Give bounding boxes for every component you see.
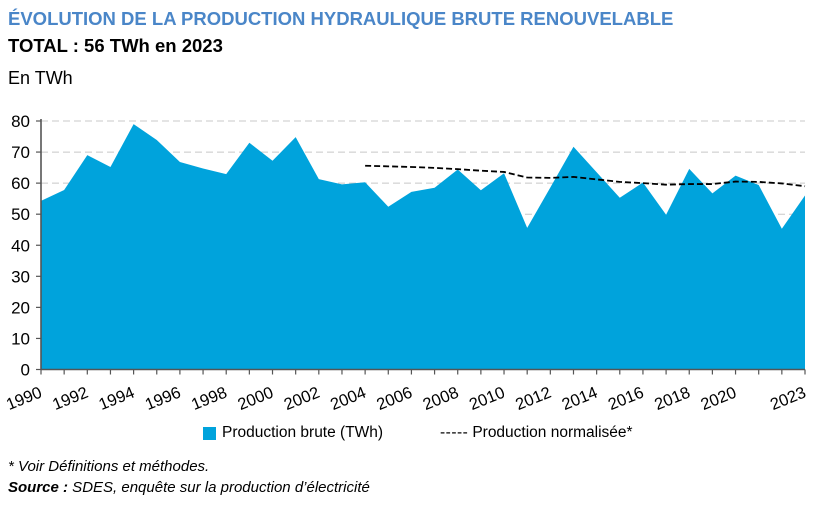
x-tick-label: 2006	[374, 384, 415, 414]
legend-swatch-icon	[203, 426, 216, 440]
x-tick-label: 1992	[50, 384, 91, 414]
x-tick-labels: 1990 1992 1994 1996 1998 2000 2002 2004 2006 2008…	[4, 384, 809, 414]
y-tick-label: 50	[11, 205, 30, 224]
line-production-normalisee	[365, 164, 806, 188]
legend: Production brute (TWh) ----- Production …	[0, 424, 827, 446]
x-tick-label: 2020	[698, 384, 739, 414]
y-tick-label: 80	[11, 112, 30, 131]
x-tick-label: 2012	[513, 384, 554, 414]
legend-label: Production brute (TWh)	[222, 424, 384, 441]
legend-item-production-normalisee: ----- Production normalisée*	[440, 424, 633, 442]
area-production-brute	[41, 124, 805, 370]
x-tick-label: 1990	[4, 384, 45, 414]
x-tick-label: 2014	[559, 384, 600, 414]
chart-subtitle: TOTAL : 56 TWh en 2023	[8, 35, 223, 56]
axes	[36, 119, 806, 375]
y-tick-labels: 0 10 20 30 40 50 60 70 80	[11, 112, 30, 380]
y-tick-label: 40	[11, 236, 30, 255]
source-text: SDES, enquête sur la production d’électr…	[68, 479, 370, 496]
y-tick-label: 10	[11, 329, 30, 348]
x-tick-label: 1994	[96, 384, 137, 414]
y-tick-label: 70	[11, 143, 30, 162]
x-tick-label: 2008	[420, 384, 461, 414]
y-tick-label: 20	[11, 298, 30, 317]
chart-title: ÉVOLUTION DE LA PRODUCTION HYDRAULIQUE B…	[8, 8, 674, 29]
area-layer	[40, 124, 806, 370]
x-tick-label: 2002	[282, 384, 323, 414]
source-note: Source : SDES, enquête sur la production…	[8, 479, 370, 496]
legend-item-production-brute: Production brute (TWh)	[203, 424, 383, 442]
x-tick-label: 2010	[467, 384, 508, 414]
x-tick-label: 2023	[768, 384, 809, 414]
x-tick-label: 2004	[328, 384, 369, 414]
y-tick-label: 0	[21, 361, 30, 380]
footnote: * Voir Définitions et méthodes.	[8, 458, 210, 475]
x-tick-label: 2000	[235, 384, 276, 414]
source-label: Source :	[8, 479, 69, 496]
legend-dashed-line-icon: -----	[440, 424, 469, 441]
x-tick-label: 1998	[189, 384, 230, 414]
y-tick-label: 60	[11, 174, 30, 193]
normalized-line-layer	[365, 164, 806, 188]
x-tick-label: 2018	[652, 384, 693, 414]
x-tick-label: 1996	[143, 384, 184, 414]
y-axis-unit-label: En TWh	[8, 68, 73, 88]
x-tick-label: 2016	[606, 384, 647, 414]
legend-label: Production normalisée*	[472, 424, 633, 441]
y-tick-label: 30	[11, 267, 30, 286]
